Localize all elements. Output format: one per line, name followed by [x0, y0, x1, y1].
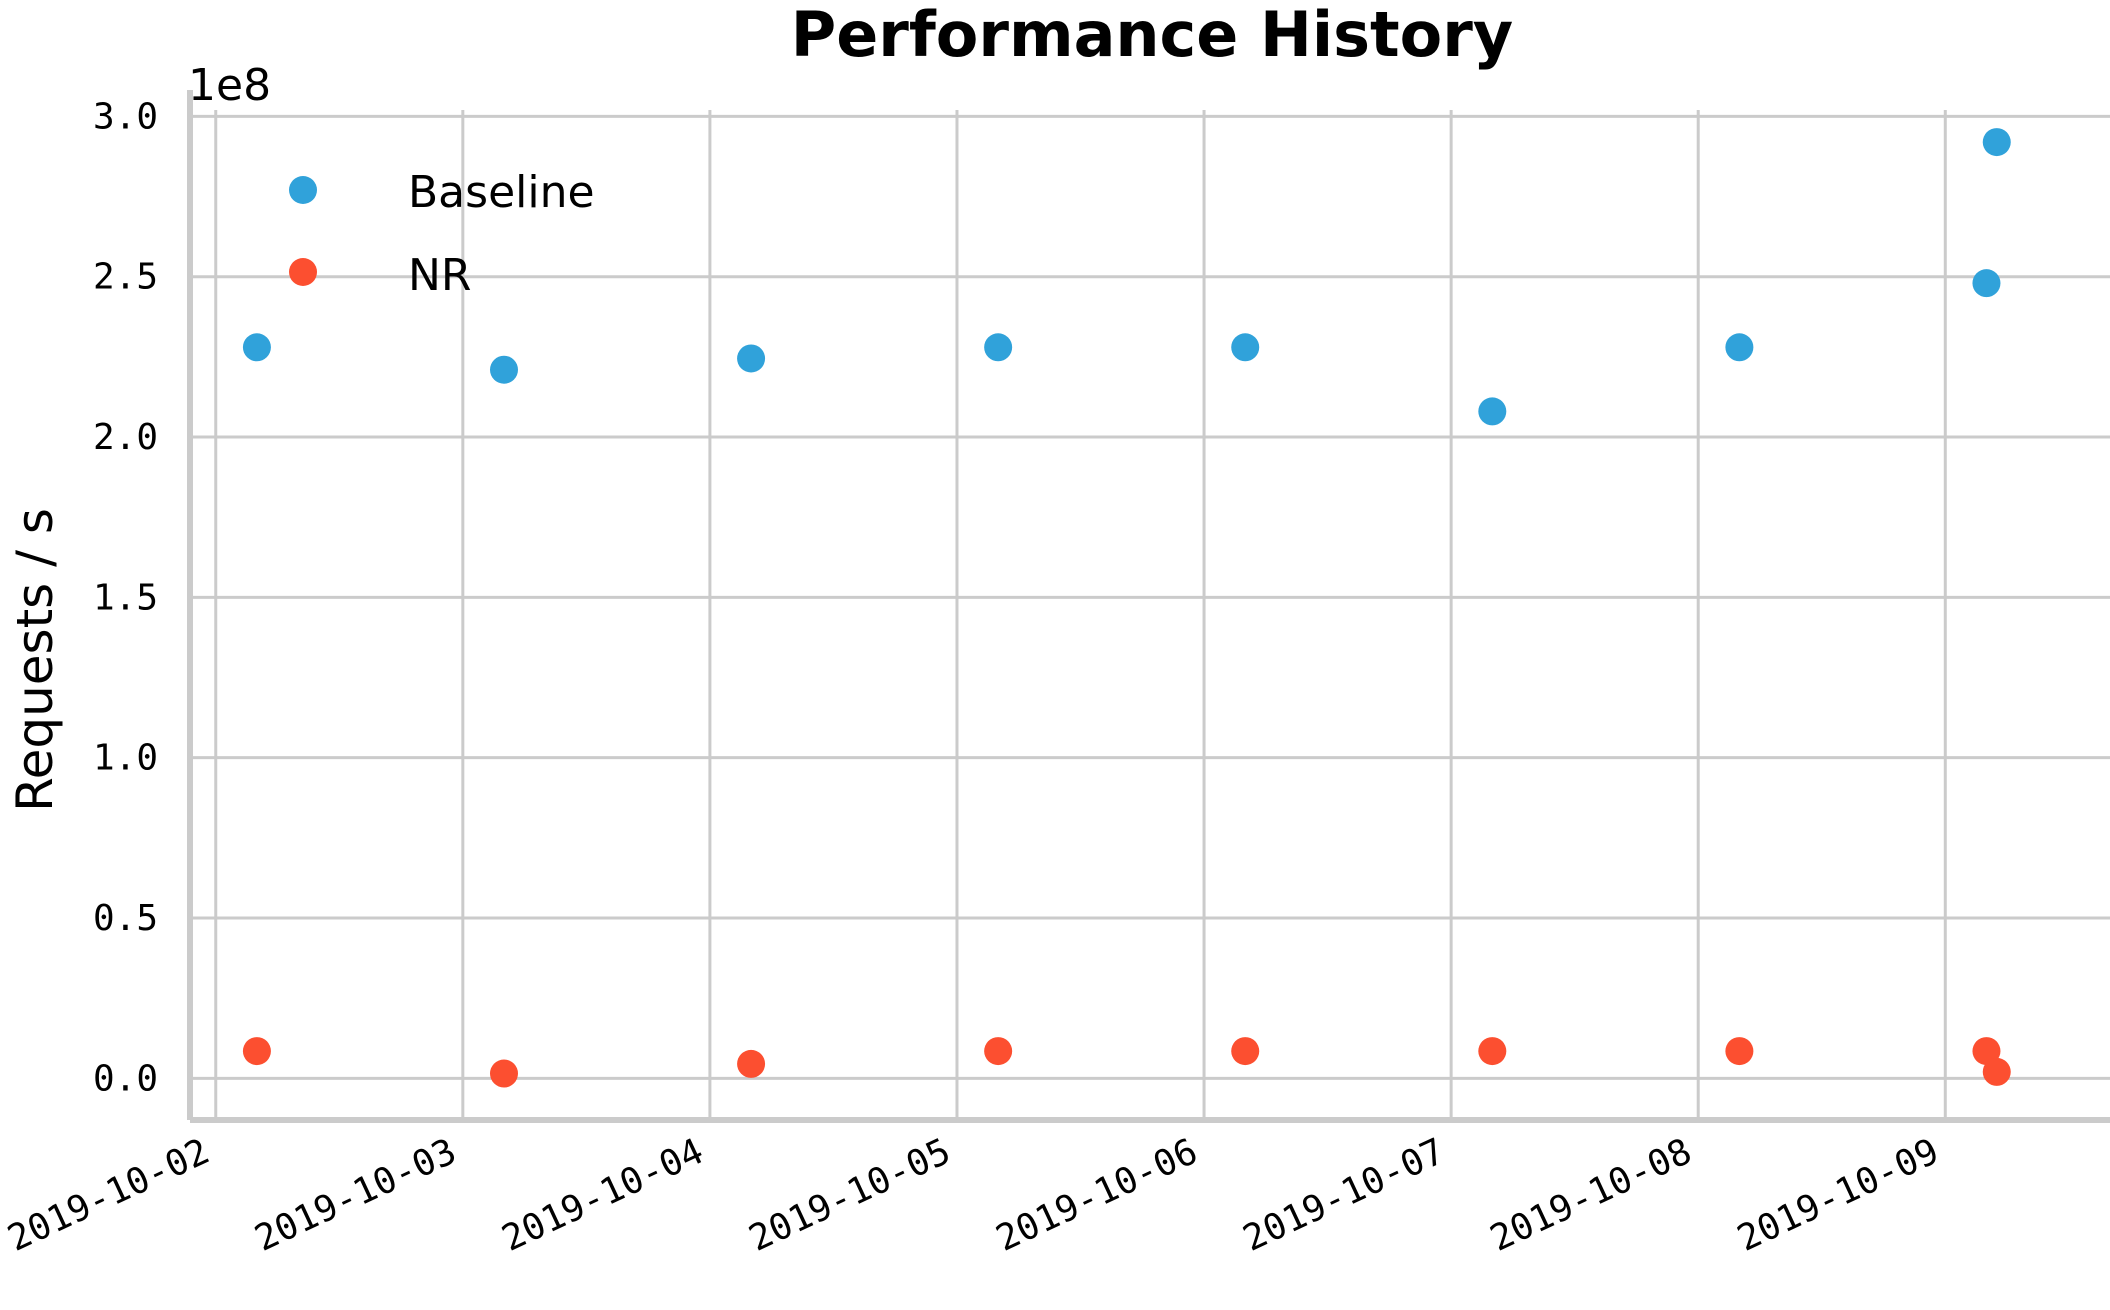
data-points [242, 128, 2011, 1088]
data-point-baseline [1982, 128, 2011, 157]
data-point-baseline [1972, 269, 2001, 298]
data-point-nr [1982, 1057, 2011, 1086]
legend: Baseline NR [289, 167, 595, 301]
y-tick-label: 0.0 [93, 1058, 158, 1099]
x-tick-label: 2019-10-07 [1237, 1131, 1451, 1260]
y-tick-label: 1.5 [93, 577, 158, 618]
data-point-nr [1725, 1037, 1754, 1066]
y-tick-labels: 0.0 0.5 1.0 1.5 2.0 2.5 3.0 [93, 96, 158, 1099]
x-tick-label: 2019-10-08 [1484, 1131, 1698, 1260]
data-point-nr [489, 1059, 518, 1088]
y-axis-offset-label: 1e8 [188, 60, 271, 111]
data-point-nr [1972, 1037, 2001, 1066]
x-tick-label: 2019-10-03 [249, 1131, 463, 1260]
y-tick-label: 2.5 [93, 257, 158, 298]
y-tick-label: 2.0 [93, 417, 158, 458]
legend-marker-nr [289, 258, 317, 286]
chart-title: Performance History [791, 0, 1513, 71]
data-point-baseline [242, 333, 271, 362]
x-tick-label: 2019-10-06 [990, 1131, 1204, 1260]
x-tick-labels: 2019-10-02 2019-10-03 2019-10-04 2019-10-05… [2, 1131, 1945, 1260]
x-tick-label: 2019-10-05 [743, 1131, 957, 1260]
legend-marker-baseline [289, 176, 317, 204]
legend-label-nr: NR [408, 250, 472, 301]
data-point-baseline [984, 333, 1013, 362]
data-point-baseline [1725, 333, 1754, 362]
data-point-baseline [489, 355, 518, 384]
y-tick-label: 0.5 [93, 898, 158, 939]
x-tick-label: 2019-10-09 [1731, 1131, 1945, 1260]
data-point-nr [242, 1037, 271, 1066]
axis-spines [187, 90, 2110, 1123]
y-axis-label: Requests / s [6, 508, 64, 812]
y-tick-label: 3.0 [93, 96, 158, 137]
data-point-baseline [737, 344, 766, 373]
data-point-nr [1478, 1037, 1507, 1066]
data-point-nr [984, 1037, 1013, 1066]
y-tick-label: 1.0 [93, 738, 158, 779]
data-point-nr [1231, 1037, 1260, 1066]
data-point-baseline [1231, 333, 1260, 362]
x-tick-label: 2019-10-04 [496, 1131, 710, 1260]
data-point-baseline [1478, 397, 1507, 426]
legend-label-baseline: Baseline [408, 167, 595, 218]
data-point-nr [737, 1049, 766, 1078]
x-tick-label: 2019-10-02 [2, 1131, 216, 1260]
grid-lines [190, 110, 2110, 1120]
